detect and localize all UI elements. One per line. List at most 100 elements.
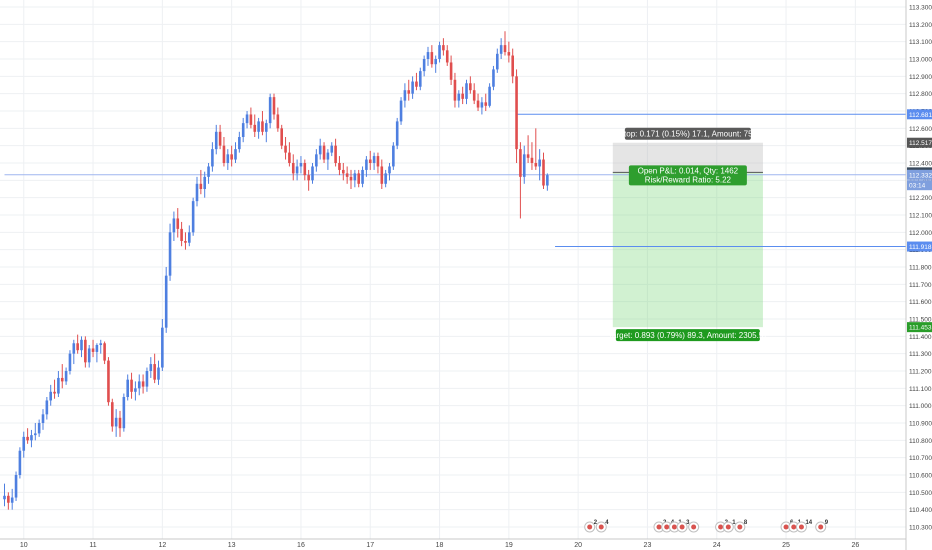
event-count: 9 — [825, 520, 829, 526]
candle-body — [30, 435, 33, 441]
candle-body — [445, 50, 449, 63]
candle-body — [407, 90, 411, 94]
candle-body — [430, 52, 434, 65]
candle-body — [453, 79, 457, 101]
event-count: 3 — [686, 520, 690, 526]
candle-body — [538, 159, 541, 167]
time-tick-label: 17 — [366, 542, 374, 549]
candle-body — [522, 154, 526, 177]
price-label-bg — [907, 180, 932, 191]
candle-body — [34, 433, 37, 436]
candle-body — [91, 348, 95, 352]
candle-body — [388, 166, 391, 174]
target-label: Target: 0.893 (0.79%) 89.3, Amount: 2305… — [608, 331, 768, 340]
event-dot-icon — [718, 524, 724, 530]
horizontal-lines[interactable] — [4, 113, 907, 248]
candle-body — [465, 83, 468, 99]
candle-body — [291, 163, 295, 174]
candle-body — [276, 114, 280, 129]
event-dot-icon — [598, 524, 604, 530]
event-dot-icon — [791, 524, 797, 530]
price-tick-label: 110.300 — [909, 525, 932, 532]
candle-body — [253, 124, 257, 132]
candle-body — [303, 163, 307, 176]
candle-body — [272, 97, 276, 115]
candle-body — [507, 52, 511, 56]
candle-body — [137, 381, 141, 389]
time-tick-label: 18 — [436, 542, 444, 549]
candle-body — [180, 228, 183, 241]
price-axis-background — [906, 0, 932, 550]
candle-body — [534, 163, 538, 167]
target-zone[interactable] — [612, 172, 763, 328]
candle-body — [499, 45, 503, 54]
candle-body — [238, 137, 241, 150]
candle-body — [526, 154, 530, 158]
event-count: 8 — [744, 520, 748, 526]
event-dot-icon — [798, 524, 804, 530]
candle-body — [145, 371, 149, 387]
candle-body — [64, 371, 68, 382]
event-dot-icon — [783, 524, 789, 530]
time-axis[interactable]: 10 11 12 13 16 17 18 19 20 23 24 25 26 — [20, 542, 859, 549]
candle-body — [311, 166, 314, 181]
time-tick-label: 25 — [782, 542, 790, 549]
candle-body — [265, 123, 268, 132]
event-dot-icon — [587, 524, 593, 530]
candle-body — [384, 173, 387, 184]
price-label-bg — [907, 137, 932, 148]
candle-body — [368, 159, 372, 163]
candle-body — [326, 152, 330, 160]
candle-body — [3, 495, 6, 500]
candle-body — [315, 154, 318, 167]
pnl-label-bg — [628, 165, 747, 186]
candle-body — [26, 436, 29, 441]
candle-body — [546, 175, 549, 186]
short-position-tool[interactable] — [612, 142, 763, 328]
candles — [3, 31, 549, 510]
candle-body — [49, 391, 52, 401]
candle-body — [342, 169, 345, 174]
price-tick-label: 112.600 — [909, 126, 932, 133]
event-count: 14 — [805, 520, 812, 526]
candle-body — [476, 100, 480, 108]
price-label-bg — [907, 109, 932, 120]
candle-body — [184, 241, 187, 243]
candle-body — [542, 159, 545, 186]
risk-reward-label: Risk/Reward Ratio: 5.22 — [645, 175, 732, 184]
candle-body — [318, 145, 322, 155]
candle-body — [419, 71, 422, 87]
candle-body — [422, 59, 426, 72]
price-label: 111.453 — [909, 325, 932, 332]
candle-body — [168, 232, 172, 276]
time-tick-label: 11 — [89, 542, 96, 549]
time-tick-label: 10 — [20, 542, 28, 549]
event-count: 2 — [594, 520, 598, 526]
pnl-label: Open P&L: 0.014, Qty: 1462 — [638, 166, 739, 175]
candle-body — [103, 343, 106, 361]
candle-body — [41, 414, 45, 423]
candle-body — [284, 145, 287, 153]
candle-body — [426, 52, 430, 59]
price-tick-label: 111.400 — [909, 334, 932, 341]
candle-body — [72, 343, 76, 354]
time-tick-label: 12 — [158, 542, 166, 549]
price-tick-label: 111.700 — [909, 282, 932, 289]
price-tick-label: 110.500 — [909, 490, 932, 497]
candle-body — [334, 145, 337, 163]
candle-body — [176, 218, 180, 229]
candle-body — [191, 201, 195, 233]
candle-body — [415, 81, 418, 87]
candle-body — [37, 423, 41, 434]
candle-body — [461, 93, 464, 99]
candle-body — [22, 436, 26, 451]
candle-body — [434, 59, 437, 65]
candle-body — [203, 176, 206, 189]
economic-events[interactable]: 24241321861149 — [584, 520, 829, 533]
price-labels: 112.681112.517112.346112.33203:14111.918… — [907, 109, 932, 333]
candle-body — [45, 400, 49, 415]
candle-body — [230, 154, 233, 160]
candle-body — [153, 364, 156, 380]
price-tick-label: 113.200 — [909, 22, 932, 29]
